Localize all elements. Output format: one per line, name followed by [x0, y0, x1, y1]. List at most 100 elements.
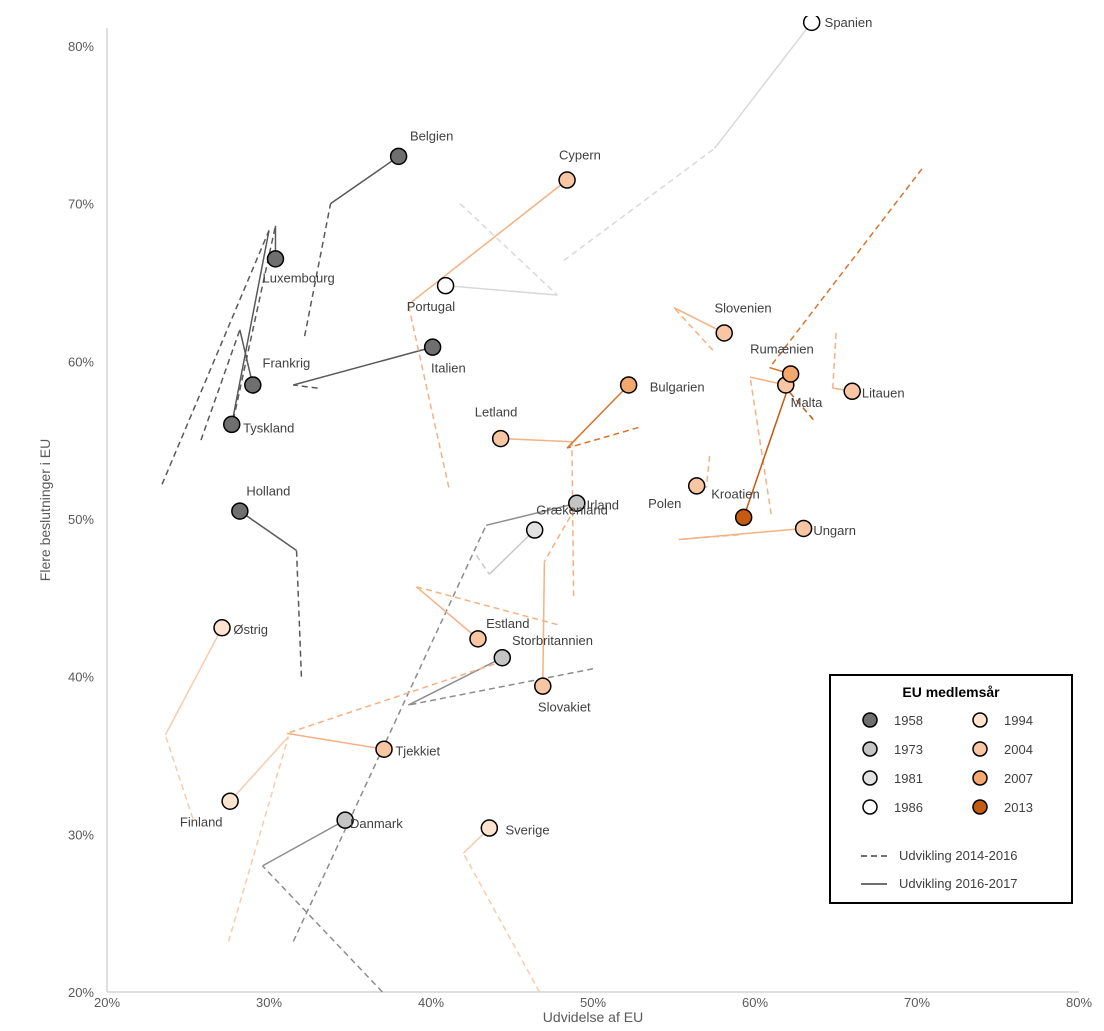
- country-label: Portugal: [407, 299, 456, 314]
- trend-line-2016-2017: [229, 736, 289, 802]
- country-point: [534, 677, 552, 695]
- trend-line-2016-2017: [566, 384, 630, 449]
- country-label: Grækenland: [536, 502, 608, 517]
- country-point: [389, 147, 408, 166]
- legend-marker: [972, 799, 988, 815]
- legend-marker: [862, 741, 878, 757]
- axes: [106, 28, 1079, 993]
- country-label: Frankrig: [263, 356, 311, 371]
- trend-line-2014-2016: [408, 668, 594, 706]
- x-tick-labels: 20% 30% 40% 50% 60% 70% 80%: [94, 995, 1092, 1010]
- country-point: [687, 477, 706, 495]
- country-label: Cypern: [559, 148, 601, 163]
- country-point: [802, 13, 821, 32]
- country-point: [843, 382, 861, 401]
- legend-year-label: 1958: [894, 713, 923, 728]
- trend-line-2016-2017: [286, 732, 385, 750]
- country-label: Italien: [431, 360, 466, 375]
- country-point: [491, 429, 510, 448]
- legend-year-label: 1986: [894, 800, 923, 815]
- trend-line-2014-2016: [416, 586, 558, 626]
- country-label: Østrig: [233, 622, 268, 637]
- legend: EU medlemsår 1958 1973 1981 1986 1994 2004 200…: [829, 674, 1073, 904]
- y-tick-label: 50%: [68, 512, 94, 527]
- trend-line-2016-2017: [239, 510, 297, 552]
- trend-line-2014-2016: [286, 660, 505, 735]
- trend-line-2016-2017: [742, 389, 789, 518]
- trend-line-2014-2016: [407, 304, 450, 488]
- legend-year-label: 2007: [1004, 771, 1033, 786]
- country-label: Letland: [475, 405, 518, 420]
- country-point: [213, 619, 231, 637]
- country-label: Storbritannien: [512, 633, 593, 648]
- legend-year-label: 2013: [1004, 800, 1033, 815]
- trend-line-2014-2016: [768, 168, 923, 369]
- country-label: Holland: [246, 483, 290, 498]
- trend-line-2016-2017: [673, 307, 725, 334]
- country-point: [558, 171, 576, 189]
- country-label: Litauen: [862, 386, 905, 401]
- trend-line-2014-2016: [705, 455, 711, 488]
- country-label: Slovakiet: [538, 699, 591, 714]
- legend-dashed-label: Udvikling 2014-2016: [899, 848, 1018, 863]
- x-axis-title: Udvidelse af EU: [543, 1009, 643, 1025]
- trend-line-2016-2017: [415, 586, 479, 640]
- trend-line-2014-2016: [749, 376, 772, 515]
- country-point: [781, 365, 800, 383]
- trend-line-2016-2017: [500, 437, 572, 443]
- trend-line-2016-2017: [164, 627, 223, 736]
- trend-line-2016-2017: [407, 657, 503, 706]
- legend-marker: [972, 770, 988, 786]
- country-point: [266, 250, 285, 268]
- country-label: Malta: [791, 395, 824, 410]
- legend-year-label: 1981: [894, 771, 923, 786]
- country-point: [336, 811, 354, 829]
- trend-line-2014-2016: [303, 203, 332, 337]
- country-point: [231, 502, 249, 520]
- legend-marker: [862, 712, 878, 728]
- legend-year-label: 1994: [1004, 713, 1033, 728]
- trend-line-2014-2016: [161, 230, 270, 485]
- country-label: Estland: [486, 616, 529, 631]
- legend-year-label: 2004: [1004, 742, 1033, 757]
- country-label: Slovenien: [715, 300, 772, 315]
- trend-line-2016-2017: [239, 329, 254, 386]
- trend-line-2014-2016: [786, 389, 814, 421]
- x-tick-label: 80%: [1066, 995, 1092, 1010]
- trend-line-2016-2017: [262, 819, 346, 867]
- country-point: [794, 519, 813, 538]
- y-tick-label: 70%: [68, 197, 94, 212]
- country-point: [525, 521, 544, 539]
- y-tick-label: 40%: [68, 670, 94, 685]
- x-tick-label: 40%: [418, 995, 444, 1010]
- country-label: Kroatien: [711, 487, 759, 502]
- legend-marker: [862, 770, 878, 786]
- trend-line-2016-2017: [445, 284, 558, 296]
- trend-line-2014-2016: [227, 736, 290, 942]
- y-axis-title: Flere beslutninger i EU: [37, 439, 53, 581]
- country-label: Finland: [180, 814, 223, 829]
- x-tick-label: 60%: [742, 995, 768, 1010]
- x-tick-label: 70%: [904, 995, 930, 1010]
- trend-line-2016-2017: [485, 502, 577, 527]
- country-label: Bulgarien: [650, 379, 705, 394]
- trend-line-2016-2017: [293, 346, 433, 386]
- trend-line-2014-2016: [292, 524, 487, 942]
- country-label: Rumænien: [750, 341, 814, 356]
- country-point: [734, 508, 753, 527]
- legend-marker: [862, 799, 878, 815]
- x-tick-label: 50%: [580, 995, 606, 1010]
- country-point: [493, 648, 512, 667]
- trend-line-2016-2017: [488, 529, 536, 575]
- country-point: [423, 338, 442, 356]
- trend-line-2016-2017: [713, 21, 813, 149]
- trend-line-2014-2016: [462, 852, 541, 993]
- country-point: [619, 376, 638, 394]
- trend-line-2014-2016: [293, 384, 318, 389]
- country-point: [568, 494, 586, 512]
- country-label: Spanien: [825, 15, 873, 30]
- country-point: [375, 740, 393, 758]
- country-points: [213, 13, 861, 837]
- legend-year-label: 1973: [894, 742, 923, 757]
